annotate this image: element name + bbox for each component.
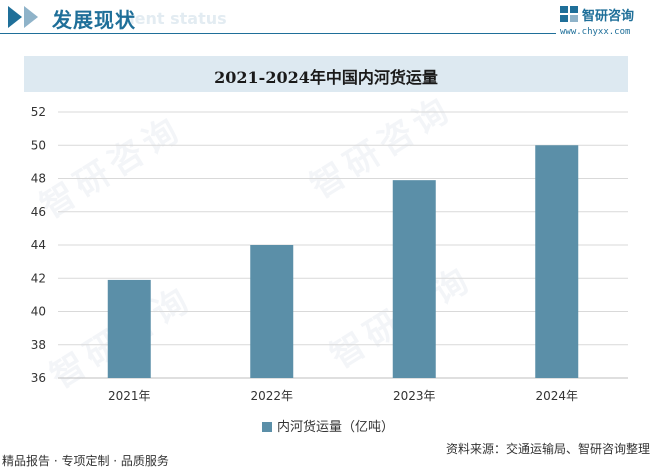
x-tick-label: 2022年 <box>250 389 293 403</box>
y-tick-label: 42 <box>31 271 46 285</box>
brand-url[interactable]: www.chyxx.com <box>560 27 631 37</box>
y-tick-label: 46 <box>31 205 46 219</box>
legend-swatch <box>261 422 272 432</box>
footer-slogan: 精品报告 · 专项定制 · 品质服务 <box>2 454 169 468</box>
y-tick-label: 48 <box>31 172 46 186</box>
chart-title-band <box>24 56 628 92</box>
y-tick-label: 50 <box>31 138 46 152</box>
brand-name: 智研咨询 <box>582 9 635 24</box>
chart-legend: 内河货运量（亿吨） <box>0 416 656 435</box>
source-note: 资料来源：交通运输局、智研咨询整理 <box>445 442 650 456</box>
y-tick-label: 36 <box>31 371 46 385</box>
header-subtitle: ment status <box>118 9 227 28</box>
y-tick-label: 38 <box>31 338 46 352</box>
x-tick-label: 2023年 <box>393 389 436 403</box>
page-header: ment status 发展现状 智研咨询 www.chyxx.com <box>0 0 656 38</box>
header-divider <box>0 33 556 34</box>
bar <box>392 180 436 378</box>
x-tick-label: 2024年 <box>535 389 578 403</box>
page-title: 发展现状 <box>52 8 136 32</box>
y-tick-label: 44 <box>31 238 46 252</box>
bar <box>250 245 294 378</box>
x-tick-label: 2021年 <box>108 389 151 403</box>
legend-label: 内河货运量（亿吨） <box>276 420 394 435</box>
arrow-icon <box>8 6 22 28</box>
bar <box>107 279 151 378</box>
chart-title: 2021-2024年中国内河货运量 <box>214 68 438 87</box>
y-tick-label: 52 <box>31 105 46 119</box>
arrow-icon <box>24 6 38 28</box>
bar <box>535 145 579 378</box>
y-tick-label: 40 <box>31 305 46 319</box>
brand-logo-icon <box>560 6 578 22</box>
